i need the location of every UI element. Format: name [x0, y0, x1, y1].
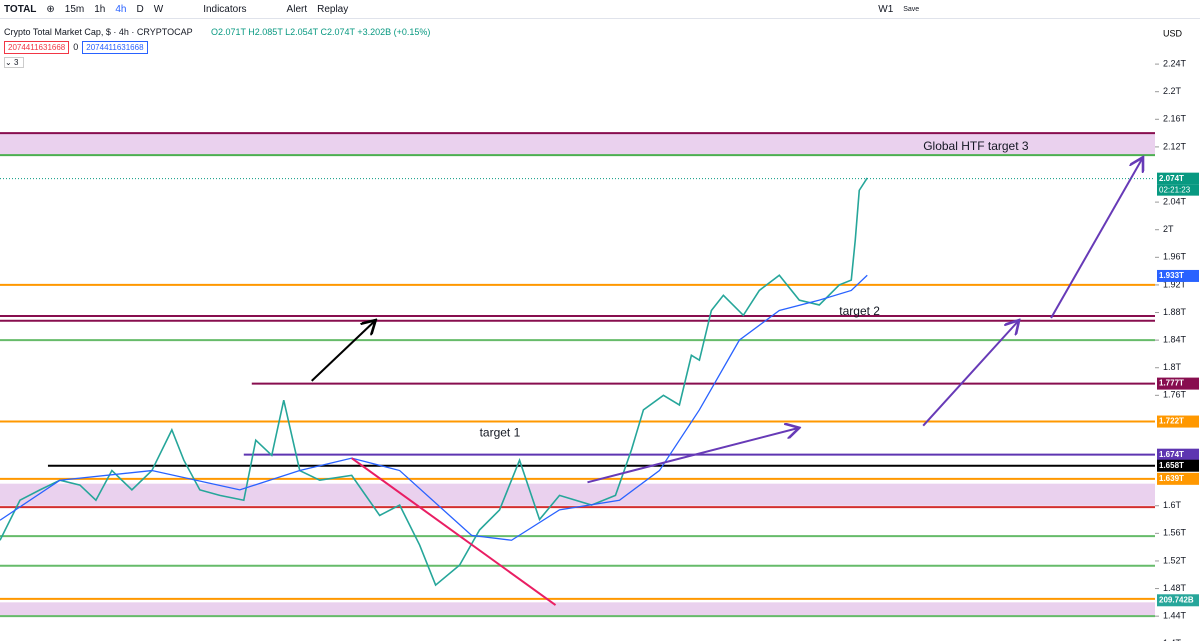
zone — [0, 483, 1155, 506]
add[interactable]: ⊕ — [46, 3, 55, 15]
arrow — [311, 320, 376, 382]
zone — [0, 133, 1155, 156]
y-tick-label: 2.04T — [1163, 196, 1187, 206]
interval[interactable]: 15m — [64, 3, 85, 15]
y-tick-label: 1.44T — [1163, 611, 1187, 621]
arrow — [587, 428, 799, 484]
interval[interactable]: W — [153, 3, 164, 15]
annotation: target 2 — [839, 304, 880, 318]
annotation: Global HTF target 3 — [923, 139, 1029, 153]
price-label-bg — [1157, 172, 1199, 185]
y-tick-label: 2.2T — [1163, 86, 1182, 96]
price-label-bg — [1157, 415, 1199, 428]
save[interactable]: Save — [903, 5, 920, 13]
arrow — [1050, 157, 1143, 319]
indicators[interactable]: Indicators — [203, 3, 247, 15]
annotation: target 1 — [480, 425, 521, 439]
input[interactable]: 2074411631668 — [82, 41, 148, 54]
y-tick-label: 1.8T — [1163, 362, 1182, 372]
countdown-bg — [1157, 184, 1199, 196]
y-tick-label: 1.48T — [1163, 583, 1187, 593]
price-label-bg — [1157, 459, 1199, 472]
price-label-bg — [1157, 594, 1199, 607]
y-tick-label: 1.52T — [1163, 555, 1187, 565]
legend-title: Crypto Total Market Cap, $ · 4h · CRYPTO… — [4, 27, 193, 37]
input: 0 — [73, 42, 79, 52]
zone — [0, 602, 1155, 617]
price-label: 2.074T — [1159, 174, 1184, 183]
y-tick-label: 2T — [1163, 224, 1174, 234]
y-tick-label: 1.84T — [1163, 335, 1187, 345]
y-tick-label: 1.4T — [1163, 638, 1182, 641]
y-tick-label: 1.92T — [1163, 279, 1187, 289]
y-tick-label: 1.76T — [1163, 390, 1187, 400]
price-label: 209.742B — [1159, 595, 1194, 604]
replay[interactable]: Replay — [317, 3, 349, 15]
input[interactable]: 2074411631668 — [4, 41, 70, 54]
arrow — [922, 320, 1019, 427]
price-line — [0, 274, 868, 541]
y-tick-label: 2.16T — [1163, 114, 1187, 124]
y-tick-label: 2.12T — [1163, 141, 1187, 151]
price-label-bg — [1157, 448, 1199, 461]
interval[interactable]: 4h — [115, 3, 127, 15]
legend: Crypto Total Market Cap, $ · 4h · CRYPTO… — [4, 27, 430, 68]
price-label: 1.777T — [1159, 379, 1184, 388]
price-label-bg — [1157, 269, 1199, 282]
countdown: 02:21:23 — [1159, 185, 1191, 194]
y-tick-label: 1.96T — [1163, 252, 1187, 262]
price-label-bg — [1157, 377, 1199, 390]
interval[interactable]: 1h — [94, 3, 106, 15]
price-axis — [1155, 20, 1200, 641]
collapse[interactable]: ⌄ 3 — [4, 57, 24, 68]
price-label: 1.722T — [1159, 417, 1184, 426]
symbol[interactable]: TOTAL — [4, 3, 37, 15]
interval[interactable]: D — [136, 3, 144, 15]
price-label: 1.639T — [1159, 474, 1184, 483]
ohlc: O2.071T H2.085T L2.054T C2.074T +3.202B … — [210, 27, 431, 37]
price-line — [0, 177, 868, 587]
price-label: 1.658T — [1159, 461, 1184, 470]
alert[interactable]: Alert — [286, 3, 308, 15]
y-tick-label: 1.56T — [1163, 528, 1187, 538]
y-tick-label: 2.24T — [1163, 58, 1187, 68]
price-label: 1.933T — [1159, 271, 1184, 280]
currency: USD — [1163, 28, 1183, 38]
plot — [0, 132, 1155, 618]
y-tick-label: 1.6T — [1163, 500, 1182, 510]
toolbar: TOTAL ⊕ 15m 1h 4h D W Indicators Alert R… — [0, 0, 1200, 19]
price-label: 1.674T — [1159, 450, 1184, 459]
y-tick-label: 1.88T — [1163, 307, 1187, 317]
price-label-bg — [1157, 472, 1199, 485]
layout[interactable]: W1 — [878, 3, 894, 15]
trendline — [351, 457, 557, 606]
